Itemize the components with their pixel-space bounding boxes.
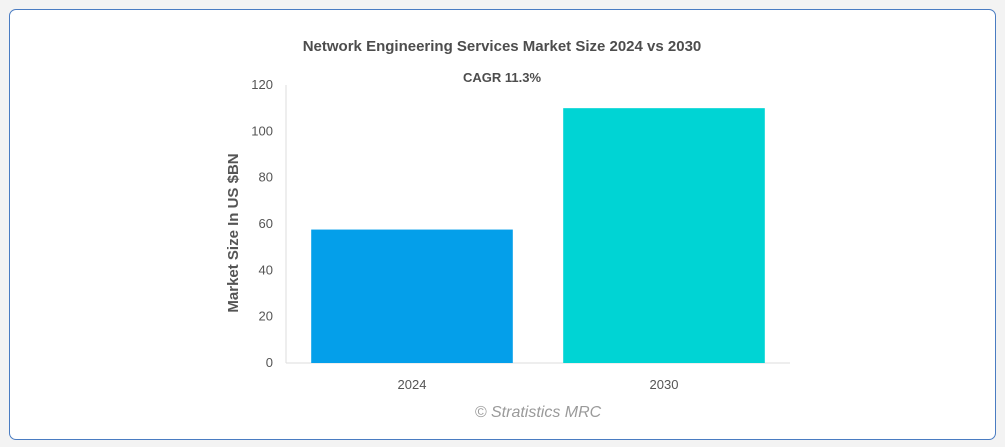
y-tick-label: 120	[251, 77, 273, 92]
x-axis-ticks: 2024 2030	[398, 377, 679, 392]
y-tick-label: 20	[259, 309, 273, 324]
chart-subtitle: CAGR 11.3%	[463, 70, 541, 85]
bar-2030[interactable]	[563, 108, 765, 364]
watermark: © Stratistics MRC	[475, 404, 602, 421]
chart-title: Network Engineering Services Market Size…	[303, 38, 702, 55]
x-tick-label: 2030	[650, 377, 679, 392]
y-tick-label: 100	[251, 123, 273, 138]
chart-frame: Network Engineering Services Market Size…	[9, 9, 996, 440]
y-tick-label: 60	[259, 216, 273, 231]
y-axis-ticks: 0 20 40 60 80 100 120	[251, 77, 273, 370]
y-tick-label: 80	[259, 170, 273, 185]
bar-chart: Network Engineering Services Market Size…	[225, 38, 790, 421]
y-tick-label: 40	[259, 262, 273, 277]
bars	[311, 108, 765, 364]
y-tick-label: 0	[266, 355, 273, 370]
y-axis-label: Market Size In US $BN	[225, 153, 242, 312]
bar-2024[interactable]	[311, 229, 513, 363]
x-tick-label: 2024	[398, 377, 427, 392]
